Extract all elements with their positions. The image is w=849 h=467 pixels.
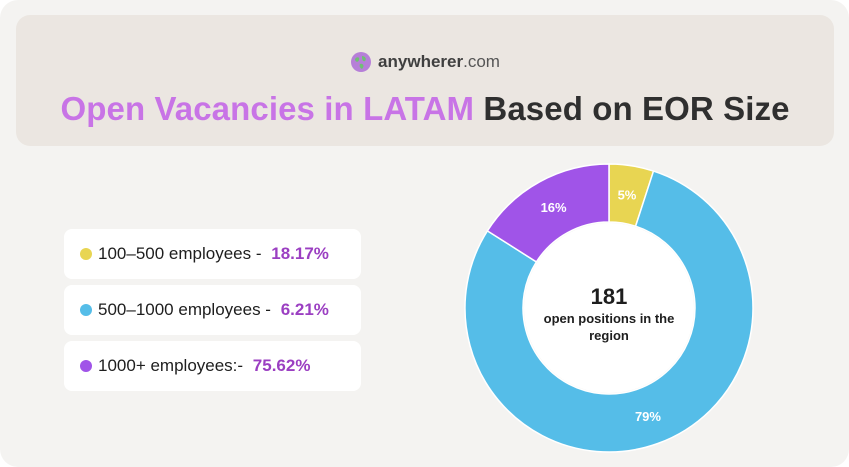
legend-label: 500–1000 employees - bbox=[98, 300, 276, 319]
brand-domain: .com bbox=[463, 52, 500, 71]
donut-label-segment-purple: 16% bbox=[541, 200, 567, 215]
legend-dot-purple bbox=[80, 360, 92, 372]
donut-segment-purple bbox=[486, 163, 610, 263]
brand-name: anywherer bbox=[378, 52, 464, 71]
legend-value: 18.17% bbox=[271, 244, 329, 263]
brand[interactable]: anywherer.com bbox=[16, 51, 834, 73]
globe-logo-icon bbox=[351, 52, 372, 72]
legend-label: 1000+ employees:- bbox=[98, 356, 248, 375]
legend-item-500-1000: 500–1000 employees - 6.21% bbox=[64, 285, 361, 335]
legend-label: 100–500 employees - bbox=[98, 244, 267, 263]
donut-label-segment-blue: 79% bbox=[635, 409, 661, 424]
donut-segment-blue bbox=[464, 170, 754, 453]
donut-label-segment-yellow: 5% bbox=[618, 187, 637, 202]
center-subtitle: open positions in the region bbox=[543, 311, 675, 343]
header-banner: anywherer.com Open Vacancies in LATAM Ba… bbox=[16, 15, 834, 146]
legend-item-100-500: 100–500 employees - 18.17% bbox=[64, 229, 361, 279]
center-total: 181 bbox=[590, 284, 628, 309]
chart-title: Open Vacancies in LATAM Based on EOR Siz… bbox=[16, 90, 834, 128]
title-highlight: Open Vacancies in LATAM bbox=[60, 90, 475, 127]
legend-item-1000-plus: 1000+ employees:- 75.62% bbox=[64, 341, 361, 391]
legend-value: 75.62% bbox=[252, 356, 311, 375]
legend-value: 6.21% bbox=[280, 300, 329, 319]
legend-dot-yellow bbox=[80, 248, 92, 260]
title-rest: Based on EOR Size bbox=[474, 90, 790, 127]
donut-hole bbox=[524, 223, 694, 393]
legend-dot-blue bbox=[80, 304, 92, 316]
